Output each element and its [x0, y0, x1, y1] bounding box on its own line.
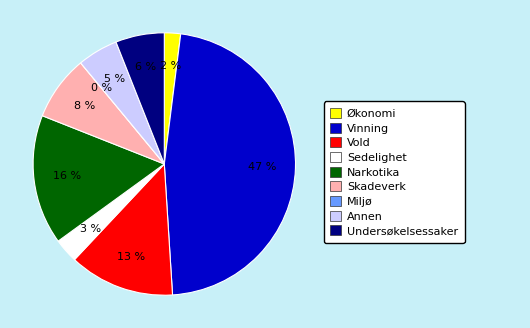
- Text: 13 %: 13 %: [117, 252, 145, 262]
- Wedge shape: [164, 34, 296, 295]
- Wedge shape: [42, 63, 164, 164]
- Text: 47 %: 47 %: [249, 162, 277, 172]
- Text: 6 %: 6 %: [135, 62, 156, 72]
- Text: 8 %: 8 %: [74, 101, 95, 111]
- Wedge shape: [164, 33, 181, 164]
- Wedge shape: [75, 164, 173, 295]
- Legend: Økonomi, Vinning, Vold, Sedelighet, Narkotika, Skadeverk, Miljø, Annen, Undersøk: Økonomi, Vinning, Vold, Sedelighet, Nark…: [323, 101, 465, 243]
- Wedge shape: [81, 63, 164, 164]
- Text: 0 %: 0 %: [91, 83, 112, 93]
- Wedge shape: [33, 116, 164, 241]
- Text: 3 %: 3 %: [80, 224, 101, 234]
- Text: 2 %: 2 %: [160, 61, 181, 71]
- Wedge shape: [116, 33, 164, 164]
- Text: 16 %: 16 %: [52, 171, 81, 181]
- Text: 5 %: 5 %: [104, 74, 125, 84]
- Wedge shape: [58, 164, 164, 260]
- Wedge shape: [81, 42, 164, 164]
